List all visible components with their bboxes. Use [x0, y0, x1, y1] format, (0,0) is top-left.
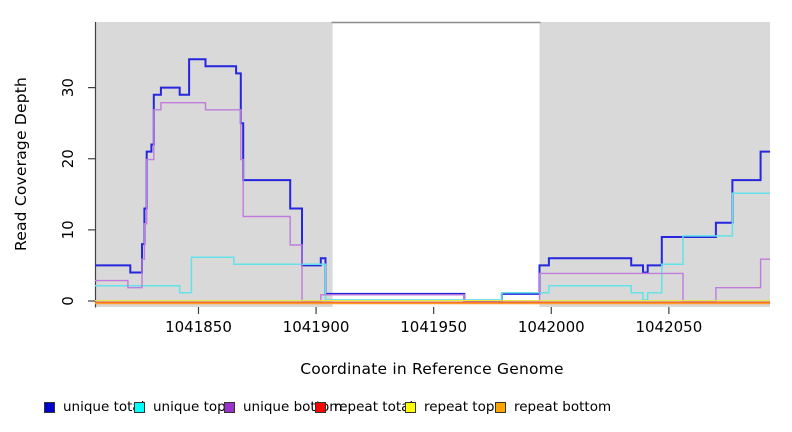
x-tick-label: 1041950	[400, 318, 467, 336]
legend-swatch-repeat-bottom	[495, 401, 506, 413]
x-tick-label: 1042050	[635, 318, 702, 336]
x-axis-title: Coordinate in Reference Genome	[300, 360, 564, 378]
legend-label: repeat bottom	[514, 399, 612, 415]
shaded-region-1	[539, 22, 770, 307]
y-axis-title: Read Coverage Depth	[12, 76, 30, 252]
y-tick-label: 10	[59, 220, 77, 239]
series-line-unique-bottom	[95, 102, 770, 303]
x-tick-label: 1042000	[518, 318, 585, 336]
legend-item-repeat-top: repeat top	[405, 398, 494, 416]
series-line-unique-top	[95, 192, 770, 301]
plot-legend: unique total unique top unique bottom repea…	[0, 398, 792, 420]
legend-item-unique-top: unique top	[134, 398, 226, 416]
x-tick-label: 1041850	[165, 318, 232, 336]
legend-swatch-unique-bottom	[224, 401, 235, 413]
legend-label: unique total	[63, 399, 145, 415]
y-tick-label: 30	[59, 78, 77, 97]
legend-swatch-unique-top	[134, 401, 145, 413]
legend-item-repeat-bottom: repeat bottom	[495, 398, 611, 416]
legend-swatch-unique-total	[44, 401, 55, 413]
legend-label: repeat total	[334, 399, 414, 415]
series-line-unique-total	[95, 58, 770, 302]
legend-item-unique-total: unique total	[44, 398, 144, 416]
x-tick-label: 1041900	[283, 318, 350, 336]
legend-swatch-repeat-top	[405, 401, 416, 413]
legend-item-repeat-total: repeat total	[315, 398, 413, 416]
shaded-region-0	[95, 22, 333, 307]
y-tick-label: 20	[59, 149, 77, 168]
legend-swatch-repeat-total	[315, 401, 326, 413]
y-tick-label: 0	[59, 296, 77, 306]
legend-label: repeat top	[424, 399, 495, 415]
legend-label: unique top	[153, 399, 226, 415]
